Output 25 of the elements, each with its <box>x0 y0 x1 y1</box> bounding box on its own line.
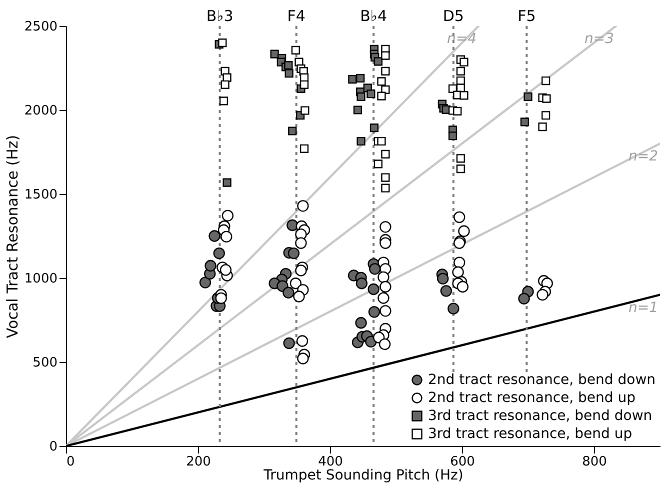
series-label: n=3 <box>584 31 614 47</box>
y-tick-label: 0 <box>49 440 58 454</box>
y-tick-label: 500 <box>32 356 58 370</box>
ref-line-label: F5 <box>518 7 536 25</box>
legend-label: 3rd tract resonance, bend down <box>428 408 652 424</box>
y-axis-title: Vocal Tract Resonance (Hz) <box>3 134 22 338</box>
legend-label: 2nd tract resonance, bend up <box>428 390 636 406</box>
x-tick-label: 200 <box>186 454 211 470</box>
ref-line-label: D5 <box>442 7 464 25</box>
x-tick-label: 0 <box>66 454 75 470</box>
x-tick-label: 600 <box>450 454 475 470</box>
x-tick-label: 800 <box>582 454 607 470</box>
x-axis-title: Trumpet Sounding Pitch (Hz) <box>262 468 464 484</box>
ref-line-label: B♭3 <box>206 7 234 25</box>
x-tick-label: 400 <box>318 454 343 470</box>
series-label: n=2 <box>628 148 658 165</box>
ref-line-label: F4 <box>287 7 306 25</box>
legend-label: 3rd tract resonance, bend up <box>428 426 632 442</box>
series-label: n=1 <box>628 300 658 316</box>
legend-label: 2nd tract resonance, bend down <box>428 372 656 388</box>
ref-line-label: B♭4 <box>360 7 388 25</box>
y-tick-label: 1500 <box>24 188 58 202</box>
y-tick-label: 2500 <box>24 20 58 34</box>
y-tick-label: 1000 <box>24 272 58 286</box>
y-tick-label: 2000 <box>24 104 58 118</box>
